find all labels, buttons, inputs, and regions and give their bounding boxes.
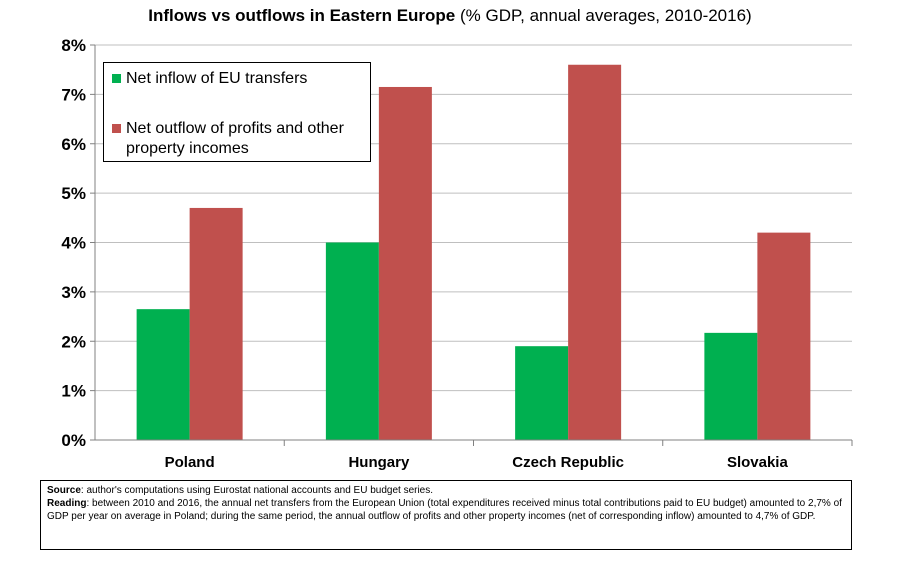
x-category-label: Czech Republic: [512, 454, 624, 471]
reading-label: Reading: [47, 498, 87, 509]
legend-swatch-inflow: [112, 74, 121, 83]
bar: [189, 207, 243, 440]
y-tick-label: 6%: [61, 135, 86, 154]
chart-subtitle: (% GDP, annual averages, 2010-2016): [460, 6, 752, 25]
axes: 0% 1% 2% 3% 4% 5% 6% 7% 8% Poland Hungary Czech Rep…: [61, 36, 853, 471]
notes-box: Source: author's computations using Euro…: [40, 480, 852, 550]
y-tick-label: 8%: [61, 36, 86, 55]
reading-text: : between 2010 and 2016, the annual net …: [47, 498, 842, 522]
bar: [325, 242, 379, 440]
legend-label-outflow: Net outflow of profits and other propert…: [126, 120, 344, 157]
legend: Net inflow of EU transfers Net outflow o…: [103, 62, 371, 162]
bar: [378, 86, 432, 440]
chart-title-main: Inflows vs outflows in Eastern Europe: [148, 6, 456, 25]
legend-swatch-outflow: [112, 124, 121, 133]
source-note: Source: author's computations using Euro…: [47, 484, 845, 497]
bar: [136, 309, 190, 440]
y-tick-label: 4%: [61, 234, 86, 253]
y-tick-label: 1%: [61, 382, 86, 401]
reading-note: Reading: between 2010 and 2016, the annu…: [47, 497, 845, 523]
x-category-label: Poland: [165, 454, 215, 471]
y-tick-label: 0%: [61, 431, 86, 450]
bar: [757, 232, 811, 440]
bar: [704, 332, 758, 440]
y-tick-label: 5%: [61, 184, 86, 203]
y-tick-label: 2%: [61, 332, 86, 351]
x-category-label: Hungary: [348, 454, 410, 471]
legend-item-outflow: Net outflow of profits and other propert…: [112, 119, 366, 159]
legend-label-inflow: Net inflow of EU transfers: [126, 70, 308, 87]
legend-item-inflow: Net inflow of EU transfers: [112, 69, 366, 89]
y-tick-label: 7%: [61, 85, 86, 104]
bar: [568, 64, 622, 440]
source-label: Source: [47, 485, 81, 496]
x-category-label: Slovakia: [727, 454, 789, 471]
bar-chart: 0% 1% 2% 3% 4% 5% 6% 7% 8% Poland Hungary Czech Rep…: [61, 36, 853, 471]
y-tick-label: 3%: [61, 283, 86, 302]
bars: [136, 64, 811, 440]
bar: [515, 346, 569, 440]
source-text: : author's computations using Eurostat n…: [80, 485, 434, 496]
chart-title: Inflows vs outflows in Eastern Europe (%…: [0, 6, 900, 26]
